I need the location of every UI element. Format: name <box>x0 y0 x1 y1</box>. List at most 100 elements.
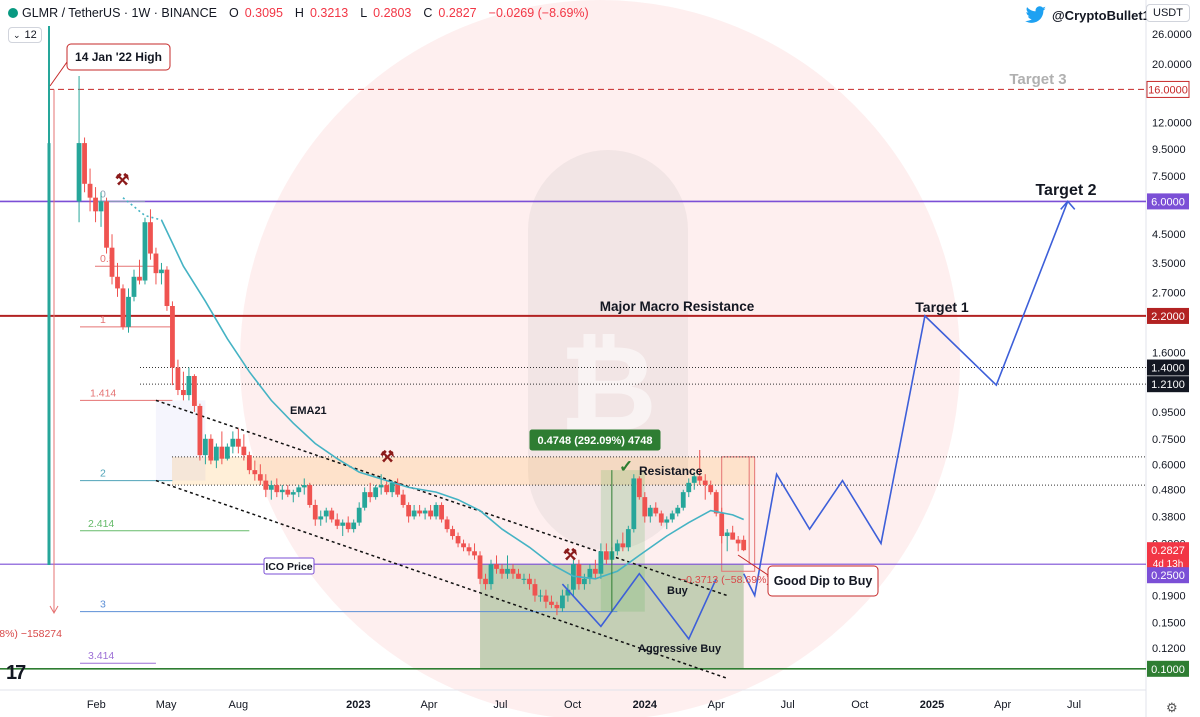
candle-body <box>373 487 379 498</box>
candle-body <box>625 529 631 548</box>
candle-body <box>268 485 274 490</box>
candle-body <box>93 197 98 212</box>
candle-body <box>455 536 461 544</box>
author-tag: @CryptoBullet1 <box>1025 6 1150 24</box>
candle-body <box>279 489 285 493</box>
candle-body <box>702 480 708 486</box>
candle-body <box>87 183 93 198</box>
price-tick: 0.3800 <box>1152 511 1186 523</box>
measure-callout: 0.4748 (292.09%) 4748 <box>538 435 653 447</box>
candle-body <box>461 543 466 548</box>
candle-body <box>647 507 653 517</box>
candle-body <box>104 201 109 248</box>
candle-body <box>658 513 664 523</box>
candle-body <box>433 504 439 517</box>
candle-body <box>131 276 137 297</box>
macro-resistance-label: Major Macro Resistance <box>600 299 755 314</box>
jan-high-callout: 14 Jan '22 High <box>75 50 162 64</box>
settings-gear[interactable]: ⚙ <box>1166 700 1178 716</box>
candle-body <box>499 568 505 574</box>
candle-body <box>494 564 499 569</box>
candle-body <box>686 482 692 493</box>
candle-body <box>538 595 543 597</box>
candle-body <box>126 296 131 327</box>
twitter-icon <box>1025 6 1046 23</box>
channel-lower-line <box>155 479 728 680</box>
candle-body <box>549 601 554 605</box>
candle-body <box>521 578 527 580</box>
ico-price-callout: ICO Price <box>265 561 312 573</box>
candle-body <box>307 485 313 505</box>
candle-body <box>713 492 719 514</box>
candle-body <box>115 276 120 289</box>
interval-badge-value: 12 <box>24 29 37 41</box>
candle-body <box>444 519 450 530</box>
candle-body <box>741 539 747 551</box>
candle-body <box>257 474 263 481</box>
projection-path <box>742 201 1069 598</box>
time-tick: Oct <box>851 699 868 711</box>
candle-body <box>235 438 241 447</box>
candle-body <box>285 489 291 495</box>
jan-high-pointer <box>49 61 68 87</box>
interval-badge[interactable]: ⌄ 12 <box>8 27 42 43</box>
open-label: O <box>228 6 239 20</box>
candle-body <box>192 375 197 406</box>
candle-body <box>614 543 620 552</box>
candle-body <box>516 573 521 579</box>
chart-header: GLMR / TetherUS · 1W · BINANCE O 0.3095 H… <box>0 0 1146 26</box>
candle-body <box>263 480 269 490</box>
symbol-status-dot <box>8 8 18 18</box>
currency-label: USDT <box>1153 7 1183 19</box>
candle-body <box>170 306 175 368</box>
gavel-icon: ⚒ <box>380 449 394 466</box>
price-badge-16: 16.0000 <box>1148 84 1188 96</box>
fib-label-0: 0 <box>100 188 106 200</box>
candle-body <box>351 522 357 530</box>
candle-body <box>329 510 335 520</box>
ema21-line <box>160 219 745 580</box>
candle-body <box>290 492 296 495</box>
price-badge-2-2: 2.2000 <box>1151 311 1185 323</box>
high-value-group: H 0.3213 <box>295 6 354 20</box>
low-label: L <box>360 6 368 20</box>
candle-body <box>708 485 714 493</box>
tradingview-logo[interactable]: 17 <box>6 662 26 685</box>
currency-selector[interactable]: USDT <box>1146 4 1190 22</box>
gavel-icon: ⚒ <box>115 172 129 189</box>
price-tick: 0.1900 <box>1152 591 1186 603</box>
symbol-title[interactable]: GLMR / TetherUS · 1W · BINANCE <box>22 6 217 20</box>
candle-body <box>246 455 252 471</box>
close-value-group: C 0.2827 <box>423 6 482 20</box>
price-tick: 0.6000 <box>1152 459 1186 471</box>
candle-body <box>680 492 686 508</box>
candle-body <box>697 476 703 481</box>
candle-body <box>164 269 170 307</box>
candle-body <box>653 507 659 514</box>
candle-body <box>477 555 483 579</box>
candle-body <box>153 253 159 274</box>
price-badge-1-4-bg <box>1147 359 1189 376</box>
candle-body <box>636 478 642 498</box>
candle-body <box>527 578 532 585</box>
candle-body <box>631 478 637 530</box>
price-tick: 0.1200 <box>1152 643 1186 655</box>
candle-body <box>296 487 302 493</box>
candle-body <box>241 446 247 456</box>
high-value: 0.3213 <box>309 6 349 20</box>
time-tick: Apr <box>994 699 1011 711</box>
time-tick: Oct <box>564 699 581 711</box>
candle-body <box>340 522 346 526</box>
candle-body <box>274 485 280 493</box>
candle-body <box>439 504 444 520</box>
candle-body <box>554 604 560 609</box>
price-tick: 4.5000 <box>1152 229 1186 241</box>
ico-price-callout-box <box>263 557 315 575</box>
candle-body <box>428 510 433 517</box>
candle-body <box>384 485 390 493</box>
resistance-label: Resistance <box>639 464 703 478</box>
candle-body <box>395 482 401 495</box>
candle-body <box>318 516 324 520</box>
candle-body <box>510 568 516 574</box>
